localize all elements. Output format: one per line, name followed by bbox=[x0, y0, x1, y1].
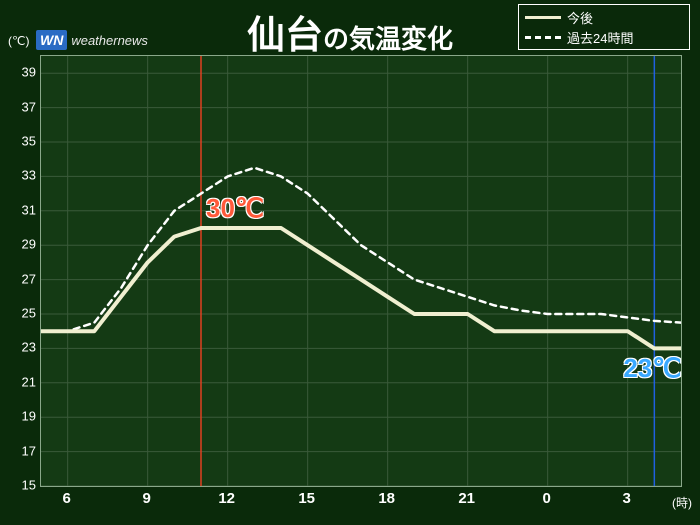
end-annotation: 23℃ bbox=[623, 353, 681, 384]
plot-svg bbox=[41, 56, 681, 486]
y-tick-label: 27 bbox=[6, 271, 36, 286]
legend-row-past: 過去24時間 bbox=[525, 27, 683, 47]
legend: 今後 過去24時間 bbox=[518, 4, 690, 50]
x-tick-label: 12 bbox=[218, 490, 235, 507]
x-tick-label: 0 bbox=[542, 490, 550, 507]
x-axis-unit: (時) bbox=[672, 494, 692, 511]
legend-swatch-past bbox=[525, 36, 561, 39]
plot-area bbox=[40, 55, 682, 487]
y-tick-label: 35 bbox=[6, 134, 36, 149]
weather-chart-container: (℃) WN weathernews 仙台の気温変化 今後 過去24時間 (時)… bbox=[0, 0, 700, 525]
y-tick-label: 23 bbox=[6, 340, 36, 355]
peak-annotation: 30℃ bbox=[206, 193, 264, 224]
x-tick-label: 9 bbox=[142, 490, 150, 507]
y-tick-label: 17 bbox=[6, 443, 36, 458]
title-city: 仙台 bbox=[247, 15, 323, 57]
legend-row-forecast: 今後 bbox=[525, 7, 683, 27]
y-tick-label: 31 bbox=[6, 202, 36, 217]
x-tick-label: 21 bbox=[458, 490, 475, 507]
x-tick-label: 15 bbox=[298, 490, 315, 507]
title-rest: の気温変化 bbox=[323, 24, 453, 54]
y-tick-label: 19 bbox=[6, 409, 36, 424]
y-tick-label: 29 bbox=[6, 237, 36, 252]
x-tick-label: 18 bbox=[378, 490, 395, 507]
legend-label-past: 過去24時間 bbox=[567, 28, 633, 47]
y-tick-label: 21 bbox=[6, 374, 36, 389]
y-tick-label: 33 bbox=[6, 168, 36, 183]
legend-label-forecast: 今後 bbox=[567, 8, 593, 27]
legend-swatch-forecast bbox=[525, 16, 561, 19]
y-tick-label: 39 bbox=[6, 65, 36, 80]
y-tick-label: 25 bbox=[6, 306, 36, 321]
y-tick-label: 37 bbox=[6, 99, 36, 114]
y-tick-label: 15 bbox=[6, 478, 36, 493]
x-tick-label: 3 bbox=[622, 490, 630, 507]
x-tick-label: 6 bbox=[62, 490, 70, 507]
